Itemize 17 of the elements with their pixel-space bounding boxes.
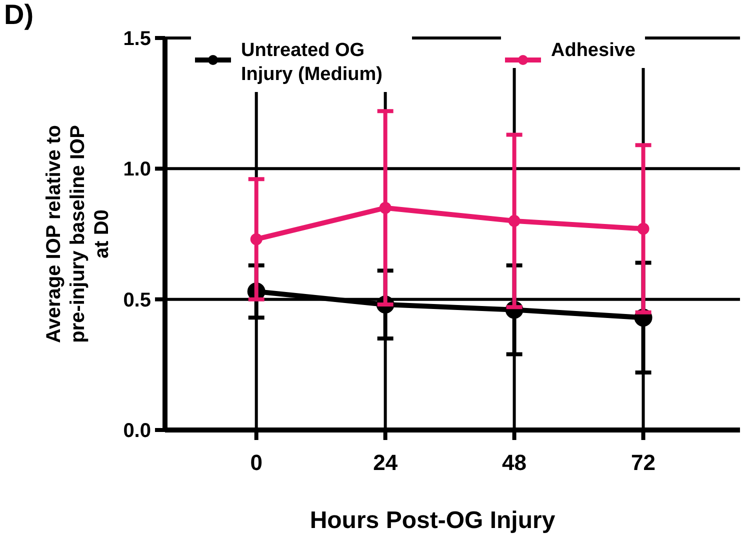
point <box>508 214 520 227</box>
y-tick-label: 0.0 <box>123 420 151 442</box>
point <box>637 222 650 235</box>
y-axis-title: Average IOP relative to pre-injury baseline IOP at D0 <box>43 125 113 343</box>
legend-label: Untreated OG Injury (Medium) <box>241 40 382 85</box>
legend-label: Adhesive <box>551 40 636 61</box>
y-tick-label: 1.0 <box>123 158 151 181</box>
point <box>250 233 262 246</box>
x-tick-label: 24 <box>373 450 398 475</box>
y-tick-label: 0.5 <box>123 289 151 312</box>
x-tick-label: 72 <box>631 450 656 475</box>
x-axis-title: Hours Post-OG Injury <box>310 507 556 534</box>
x-tick-label: 48 <box>502 450 527 475</box>
y-tick-label: 1.5 <box>123 28 151 50</box>
x-tick-label: 0 <box>250 450 262 475</box>
point <box>379 202 392 214</box>
chart-title: D) <box>4 0 34 30</box>
